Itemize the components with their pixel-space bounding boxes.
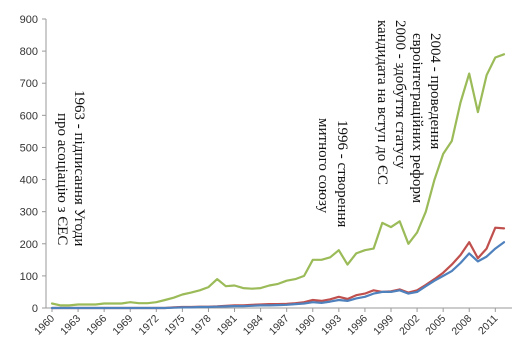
x-tick-label: 1993 <box>319 313 344 338</box>
x-tick-label: 1960 <box>32 313 57 338</box>
x-tick-label: 2005 <box>423 313 448 338</box>
x-tick-label: 1996 <box>345 313 370 338</box>
y-tick-label: 800 <box>20 46 38 58</box>
annotation-label: про асоціацію з ЄЕС <box>54 113 70 245</box>
x-tick-labels: 1960 1963 1966 1969 1972 1975 1978 1981 1984 1987… <box>32 308 501 338</box>
y-tick-label: 200 <box>20 239 38 251</box>
series-line <box>50 241 506 310</box>
y-tick-label: 400 <box>20 175 38 187</box>
series-lines <box>50 53 506 310</box>
x-tick-label: 1966 <box>84 313 109 338</box>
annotation-label: кандидата на вступ до ЄС <box>374 20 390 185</box>
annotation-label: 1996 - створення <box>334 120 350 227</box>
x-tick-label: 1978 <box>189 313 214 338</box>
annotation-label: митного союзу <box>315 118 331 214</box>
annotation-label: 2000 - здобуття статусу <box>392 20 408 169</box>
annotation-label: 2004 - проведення <box>427 33 443 149</box>
y-tick-label: 700 <box>20 78 38 90</box>
x-tick-label: 1999 <box>371 313 396 338</box>
x-tick-label: 1969 <box>110 313 135 338</box>
y-tick-label: 0 <box>32 303 38 315</box>
series-line <box>50 226 506 310</box>
x-tick-label: 1981 <box>215 313 240 338</box>
annotation-label: євроінтеграційних реформ <box>409 33 425 204</box>
annotation-label: 1963 - підписання Угоди <box>71 90 87 246</box>
y-tick-labels: 0 100 200 300 400 500 600 700 800 900 <box>20 14 46 315</box>
y-tick-label: 900 <box>20 14 38 26</box>
x-tick-label: 1984 <box>241 313 266 338</box>
y-tick-label: 300 <box>20 207 38 219</box>
x-tick-label: 1972 <box>136 313 161 338</box>
x-tick-label: 1975 <box>163 313 188 338</box>
y-tick-label: 100 <box>20 271 38 283</box>
x-tick-label: 2008 <box>449 313 474 338</box>
x-tick-label: 1963 <box>58 313 83 338</box>
x-tick-label: 2002 <box>397 313 422 338</box>
series-line <box>50 53 506 307</box>
x-tick-label: 2011 <box>476 313 501 338</box>
x-tick-label: 1987 <box>267 313 292 338</box>
y-tick-label: 600 <box>20 110 38 122</box>
x-tick-label: 1990 <box>293 313 318 338</box>
y-tick-label: 500 <box>20 142 38 154</box>
